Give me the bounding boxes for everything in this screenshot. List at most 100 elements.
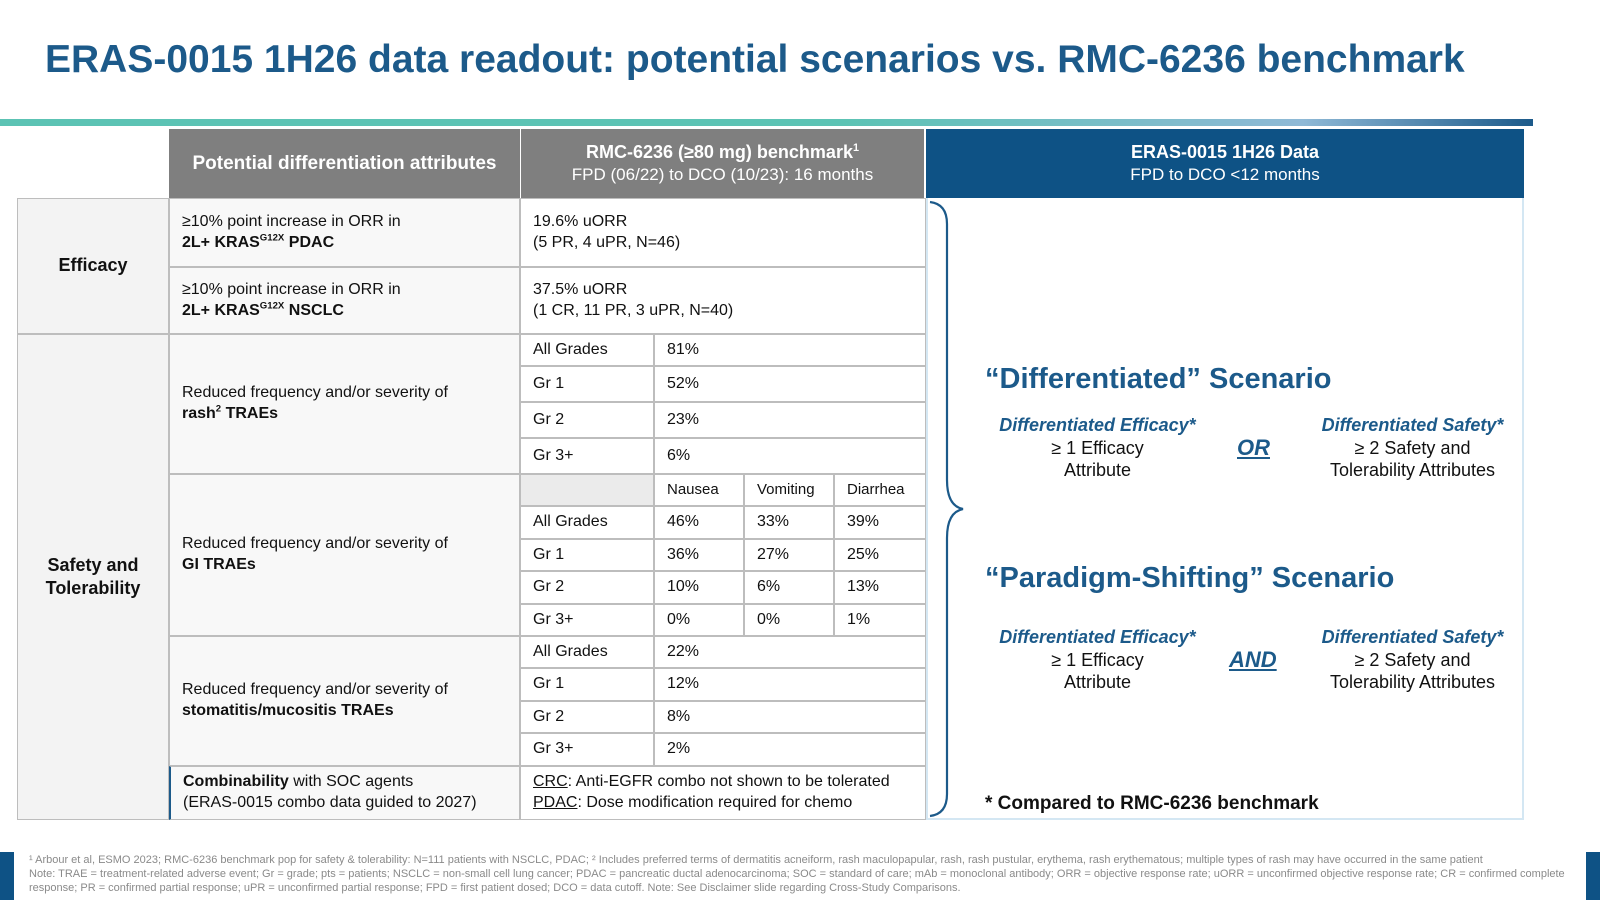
stomatitis-value: 22% <box>654 636 926 668</box>
stomatitis-grade: All Grades <box>520 636 654 668</box>
rash-attr-sup: 2 <box>215 403 222 415</box>
category-safety-label-1: Safety and <box>47 554 139 575</box>
gi-grade: Gr 2 <box>520 571 654 604</box>
rash-value: 23% <box>654 402 926 438</box>
rash-grade: All Grades <box>520 334 654 366</box>
efficacy-nsclc-value: 37.5% uORR (1 CR, 11 PR, 3 uPR, N=40) <box>520 267 926 334</box>
gi-value: 13% <box>834 571 926 604</box>
crc-text: : Anti-EGFR combo not shown to be tolera… <box>567 773 890 791</box>
scenario-2-safety-line2: Tolerability Attributes <box>1329 672 1496 692</box>
footnote-line-2: Note: TRAE = treatment-related adverse e… <box>29 868 1565 895</box>
stomatitis-attribute: Reduced frequency and/or severity of sto… <box>169 636 520 766</box>
rash-grade: Gr 1 <box>520 366 654 402</box>
gi-col-header: Vomiting <box>744 474 834 506</box>
efficacy-nsclc-detail: (1 CR, 11 PR, 3 uPR, N=40) <box>533 301 734 319</box>
combinability-attr-rest: with SOC agents <box>288 773 414 791</box>
efficacy-pdac-orr: 19.6% uORR <box>533 212 628 230</box>
efficacy-pdac-attr-sup: G12X <box>259 232 285 244</box>
footnote-line-1: ¹ Arbour et al, ESMO 2023; RMC-6236 benc… <box>29 854 1483 866</box>
stomatitis-value: 12% <box>654 668 926 701</box>
scenario-2-efficacy-line2: Attribute <box>1063 672 1132 692</box>
efficacy-pdac-attr-text: ≥10% point increase in ORR in <box>182 212 401 230</box>
stomatitis-value: 2% <box>654 733 926 766</box>
benchmark-note: * Compared to RMC-6236 benchmark <box>985 793 1319 814</box>
gi-attribute: Reduced frequency and/or severity of GI … <box>169 474 520 636</box>
footer: ¹ Arbour et al, ESMO 2023; RMC-6236 benc… <box>0 850 1600 900</box>
gi-value: 6% <box>744 571 834 604</box>
stomatitis-value: 8% <box>654 701 926 733</box>
eras-scenarios-panel <box>926 198 1524 820</box>
comparison-table: Efficacy Safety and Tolerability ≥10% po… <box>17 198 926 820</box>
stomatitis-grade: Gr 3+ <box>520 733 654 766</box>
pdac-text: : Dose modification required for chemo <box>577 794 853 811</box>
gi-value: 46% <box>654 506 744 539</box>
rash-value: 81% <box>654 334 926 366</box>
efficacy-pdac-attribute: ≥10% point increase in ORR in 2L+ KRASG1… <box>169 198 520 267</box>
gi-col-header: Nausea <box>654 474 744 506</box>
combinability-attribute: Combinability with SOC agents (ERAS-0015… <box>169 766 520 820</box>
rash-attr-bold-a: rash <box>182 405 216 422</box>
stomatitis-attr-text: Reduced frequency and/or severity of <box>182 681 448 699</box>
gi-value: 27% <box>744 539 834 571</box>
gi-value: 1% <box>834 604 926 636</box>
rash-value: 52% <box>654 366 926 402</box>
category-safety-label-2: Tolerability <box>45 578 141 598</box>
scenario-differentiated-title: “Differentiated” Scenario <box>985 363 1332 395</box>
combinability-value: CRC: Anti-EGFR combo not shown to be tol… <box>520 766 926 820</box>
efficacy-pdac-detail: (5 PR, 4 uPR, N=46) <box>533 233 681 251</box>
stomatitis-attr-bold: stomatitis/mucositis TRAEs <box>182 702 394 719</box>
scenario-differentiated-efficacy: Differentiated Efficacy* ≥ 1 Efficacy At… <box>990 414 1205 482</box>
footer-accent-right <box>1586 852 1600 900</box>
scenario-2-efficacy-head: Differentiated Efficacy* <box>999 627 1196 647</box>
page-title: ERAS-0015 1H26 data readout: potential s… <box>45 38 1465 81</box>
gi-attr-text: Reduced frequency and/or severity of <box>182 535 448 553</box>
header-eras-subtitle: FPD to DCO <12 months <box>1130 165 1320 184</box>
efficacy-pdac-value: 19.6% uORR (5 PR, 4 uPR, N=46) <box>520 198 926 267</box>
category-safety: Safety and Tolerability <box>17 334 169 820</box>
rash-attribute: Reduced frequency and/or severity of ras… <box>169 334 520 474</box>
scenario-1-safety-head: Differentiated Safety* <box>1321 415 1504 435</box>
rash-attr-bold: rash2 TRAEs <box>182 404 448 425</box>
pdac-label: PDAC <box>533 794 578 811</box>
gi-value: 39% <box>834 506 926 539</box>
footnote-text: ¹ Arbour et al, ESMO 2023; RMC-6236 benc… <box>29 853 1584 895</box>
header-attributes-label: Potential differentiation attributes <box>192 152 497 174</box>
gi-value: 10% <box>654 571 744 604</box>
crc-label: CRC <box>533 773 568 791</box>
combinability-attr-bold: Combinability <box>183 773 289 791</box>
rash-attr-bold-b: TRAEs <box>221 405 279 422</box>
scenario-1-efficacy-head: Differentiated Efficacy* <box>999 415 1196 435</box>
gi-attr-bold: GI TRAEs <box>182 556 256 573</box>
combinability-attr-line1: Combinability with SOC agents <box>183 772 477 793</box>
scenario-differentiated-conjunction: OR <box>1237 435 1270 460</box>
scenario-1-safety-line1: ≥ 2 Safety and <box>1354 437 1471 458</box>
header-attributes: Potential differentiation attributes <box>169 129 520 198</box>
gi-grade: Gr 1 <box>520 539 654 571</box>
scenario-paradigm-safety: Differentiated Safety* ≥ 2 Safety and To… <box>1310 626 1515 694</box>
gi-value: 0% <box>654 604 744 636</box>
scenario-2-safety-head: Differentiated Safety* <box>1321 627 1504 647</box>
efficacy-pdac-attr-bold-b: PDAC <box>284 233 335 251</box>
rash-grade: Gr 3+ <box>520 438 654 474</box>
efficacy-nsclc-attr-bold-a: 2L+ KRAS <box>182 301 260 319</box>
gi-value: 36% <box>654 539 744 571</box>
combinability-crc: CRC: Anti-EGFR combo not shown to be tol… <box>533 772 890 793</box>
scenario-paradigm-conjunction: AND <box>1229 647 1277 672</box>
efficacy-nsclc-attr-sup: G12X <box>259 300 285 312</box>
efficacy-nsclc-orr: 37.5% uORR <box>533 280 628 298</box>
scenario-1-efficacy-line2: Attribute <box>1063 460 1132 480</box>
rash-attr-text: Reduced frequency and/or severity of <box>182 384 448 402</box>
stomatitis-grade: Gr 2 <box>520 701 654 733</box>
category-efficacy-label: Efficacy <box>58 255 128 276</box>
gi-grade: Gr 3+ <box>520 604 654 636</box>
efficacy-nsclc-attr-bold-b: NSCLC <box>284 301 344 319</box>
combinability-pdac: PDAC: Dose modification required for che… <box>533 793 890 814</box>
scenario-1-safety-line2: Tolerability Attributes <box>1329 460 1496 480</box>
efficacy-nsclc-attr-bold: 2L+ KRASG12X NSCLC <box>182 301 401 322</box>
rash-grade: Gr 2 <box>520 402 654 438</box>
header-rmc-subtitle: FPD (06/22) to DCO (10/23): 16 months <box>571 165 874 184</box>
header-rmc-title-text: RMC-6236 (≥80 mg) benchmark <box>586 142 853 162</box>
title-divider <box>0 119 1533 126</box>
scenario-2-safety-line1: ≥ 2 Safety and <box>1354 649 1471 670</box>
category-efficacy: Efficacy <box>17 198 169 334</box>
